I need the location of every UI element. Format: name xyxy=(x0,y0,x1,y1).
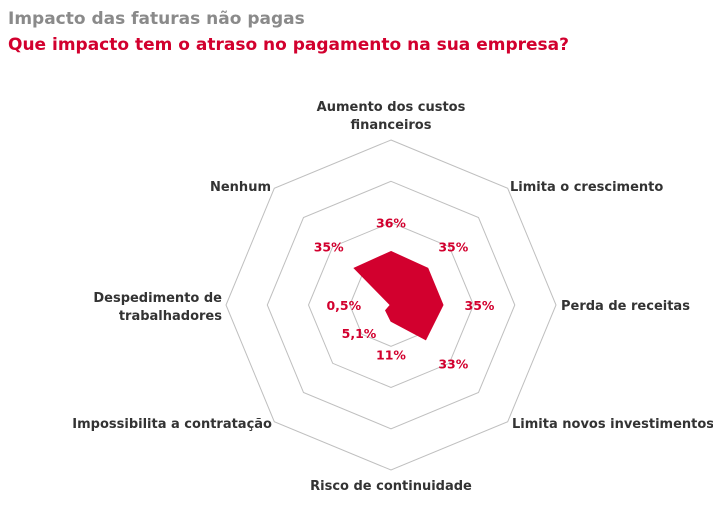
value-label: 0,5% xyxy=(326,298,361,313)
axis-label-line: Risco de continuidade xyxy=(310,479,472,494)
value-label: 35% xyxy=(314,240,344,255)
axis-label-line: Limita novos investimentos xyxy=(512,417,713,432)
value-label: 11% xyxy=(376,348,406,363)
grid-ring-2 xyxy=(307,221,475,389)
grid-ring-4 xyxy=(225,139,557,471)
value-label: 33% xyxy=(438,356,468,371)
axis-label-line: Perda de receitas xyxy=(561,299,690,314)
axis-label: Limita novos investimentos xyxy=(512,417,713,432)
axis-label: Risco de continuidade xyxy=(310,479,472,494)
series-area xyxy=(353,250,444,341)
grid-ring-3 xyxy=(266,180,516,430)
axis-label-line: financeiros xyxy=(351,118,432,133)
axis-label-line: trabalhadores xyxy=(119,309,222,324)
header: Impacto das faturas não pagas Que impact… xyxy=(8,6,569,58)
value-label: 36% xyxy=(376,216,406,231)
axis-label: Despedimento de trabalhadores xyxy=(93,291,222,324)
axis-label: Nenhum xyxy=(210,180,271,195)
axis-label-line: Aumento dos custos xyxy=(317,100,466,115)
chart-title: Impacto das faturas não pagas xyxy=(8,9,305,29)
axis-label: Aumento dos custos financeiros xyxy=(317,100,466,133)
axis-label-line: Impossibilita a contratação xyxy=(72,417,272,432)
axis-label-line: Despedimento de xyxy=(93,291,222,306)
axis-label-line: Limita o crescimento xyxy=(510,180,663,195)
axis-label: Limita o crescimento xyxy=(510,180,663,195)
value-label: 5,1% xyxy=(342,326,377,341)
value-label: 35% xyxy=(438,240,468,255)
chart-subtitle: Que impacto tem o atraso no pagamento na… xyxy=(8,35,569,55)
axis-label-line: Nenhum xyxy=(210,180,271,195)
axis-label: Impossibilita a contratação xyxy=(72,417,272,432)
axis-label: Perda de receitas xyxy=(561,299,690,314)
value-label: 35% xyxy=(465,298,495,313)
